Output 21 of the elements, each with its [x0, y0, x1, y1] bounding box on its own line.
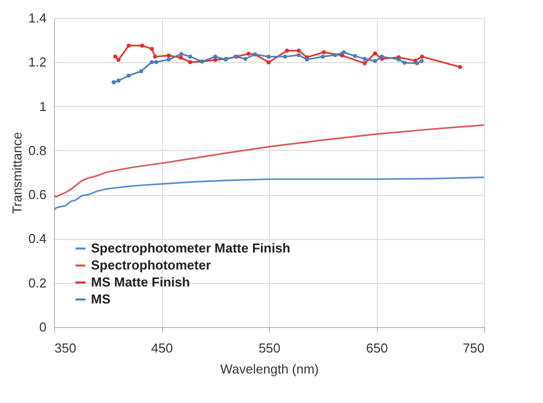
- y-tick-label: 1.4: [28, 10, 46, 26]
- y-tick-label: 0.6: [28, 187, 46, 202]
- legend-label: MS Matte Finish: [91, 274, 190, 290]
- y-tick-label: 0: [39, 320, 46, 334]
- legend-label: Spectrophotometer: [91, 258, 211, 272]
- y-tick-label: 0.4: [28, 231, 46, 246]
- y-tick-label: 0.2: [28, 275, 46, 290]
- x-tick-label: 750: [462, 340, 484, 356]
- x-tick-label: 550: [258, 340, 280, 356]
- x-tick-label: 650: [366, 340, 388, 356]
- line-series: [54, 176, 484, 211]
- y-tick-label: 1.2: [28, 54, 46, 70]
- line-series: [54, 124, 484, 198]
- y-tick-label: 1: [39, 98, 46, 114]
- y-tick-label: 0.8: [28, 142, 46, 158]
- legend-label: MS: [91, 292, 111, 306]
- x-tick-label: 450: [151, 340, 173, 356]
- y-axis-title: Transmittance: [9, 132, 24, 214]
- x-tick-label: 350: [54, 340, 76, 356]
- x-axis-title: Wavelength (nm): [220, 362, 319, 376]
- legend-label: Spectrophotometer Matte Finish: [91, 240, 290, 256]
